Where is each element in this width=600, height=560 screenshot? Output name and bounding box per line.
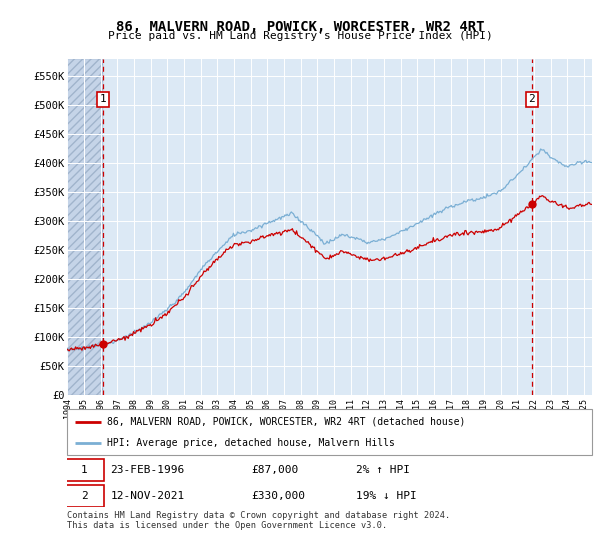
Text: 23-FEB-1996: 23-FEB-1996: [110, 465, 185, 475]
Text: 2: 2: [529, 94, 535, 104]
Text: HPI: Average price, detached house, Malvern Hills: HPI: Average price, detached house, Malv…: [107, 438, 394, 448]
Text: 12-NOV-2021: 12-NOV-2021: [110, 491, 185, 501]
FancyBboxPatch shape: [65, 484, 104, 507]
Text: 19% ↓ HPI: 19% ↓ HPI: [356, 491, 416, 501]
Text: Contains HM Land Registry data © Crown copyright and database right 2024.
This d: Contains HM Land Registry data © Crown c…: [67, 511, 451, 530]
Text: 86, MALVERN ROAD, POWICK, WORCESTER, WR2 4RT: 86, MALVERN ROAD, POWICK, WORCESTER, WR2…: [116, 20, 484, 34]
Bar: [67, 59, 103, 395]
Text: 2: 2: [80, 491, 88, 501]
Text: 2% ↑ HPI: 2% ↑ HPI: [356, 465, 410, 475]
Text: £330,000: £330,000: [251, 491, 305, 501]
FancyBboxPatch shape: [67, 409, 592, 455]
Text: 1: 1: [80, 465, 88, 475]
Text: 1: 1: [100, 94, 106, 104]
Bar: [67, 59, 103, 395]
Text: 86, MALVERN ROAD, POWICK, WORCESTER, WR2 4RT (detached house): 86, MALVERN ROAD, POWICK, WORCESTER, WR2…: [107, 417, 465, 427]
FancyBboxPatch shape: [65, 459, 104, 481]
Text: Price paid vs. HM Land Registry's House Price Index (HPI): Price paid vs. HM Land Registry's House …: [107, 31, 493, 41]
Text: £87,000: £87,000: [251, 465, 298, 475]
